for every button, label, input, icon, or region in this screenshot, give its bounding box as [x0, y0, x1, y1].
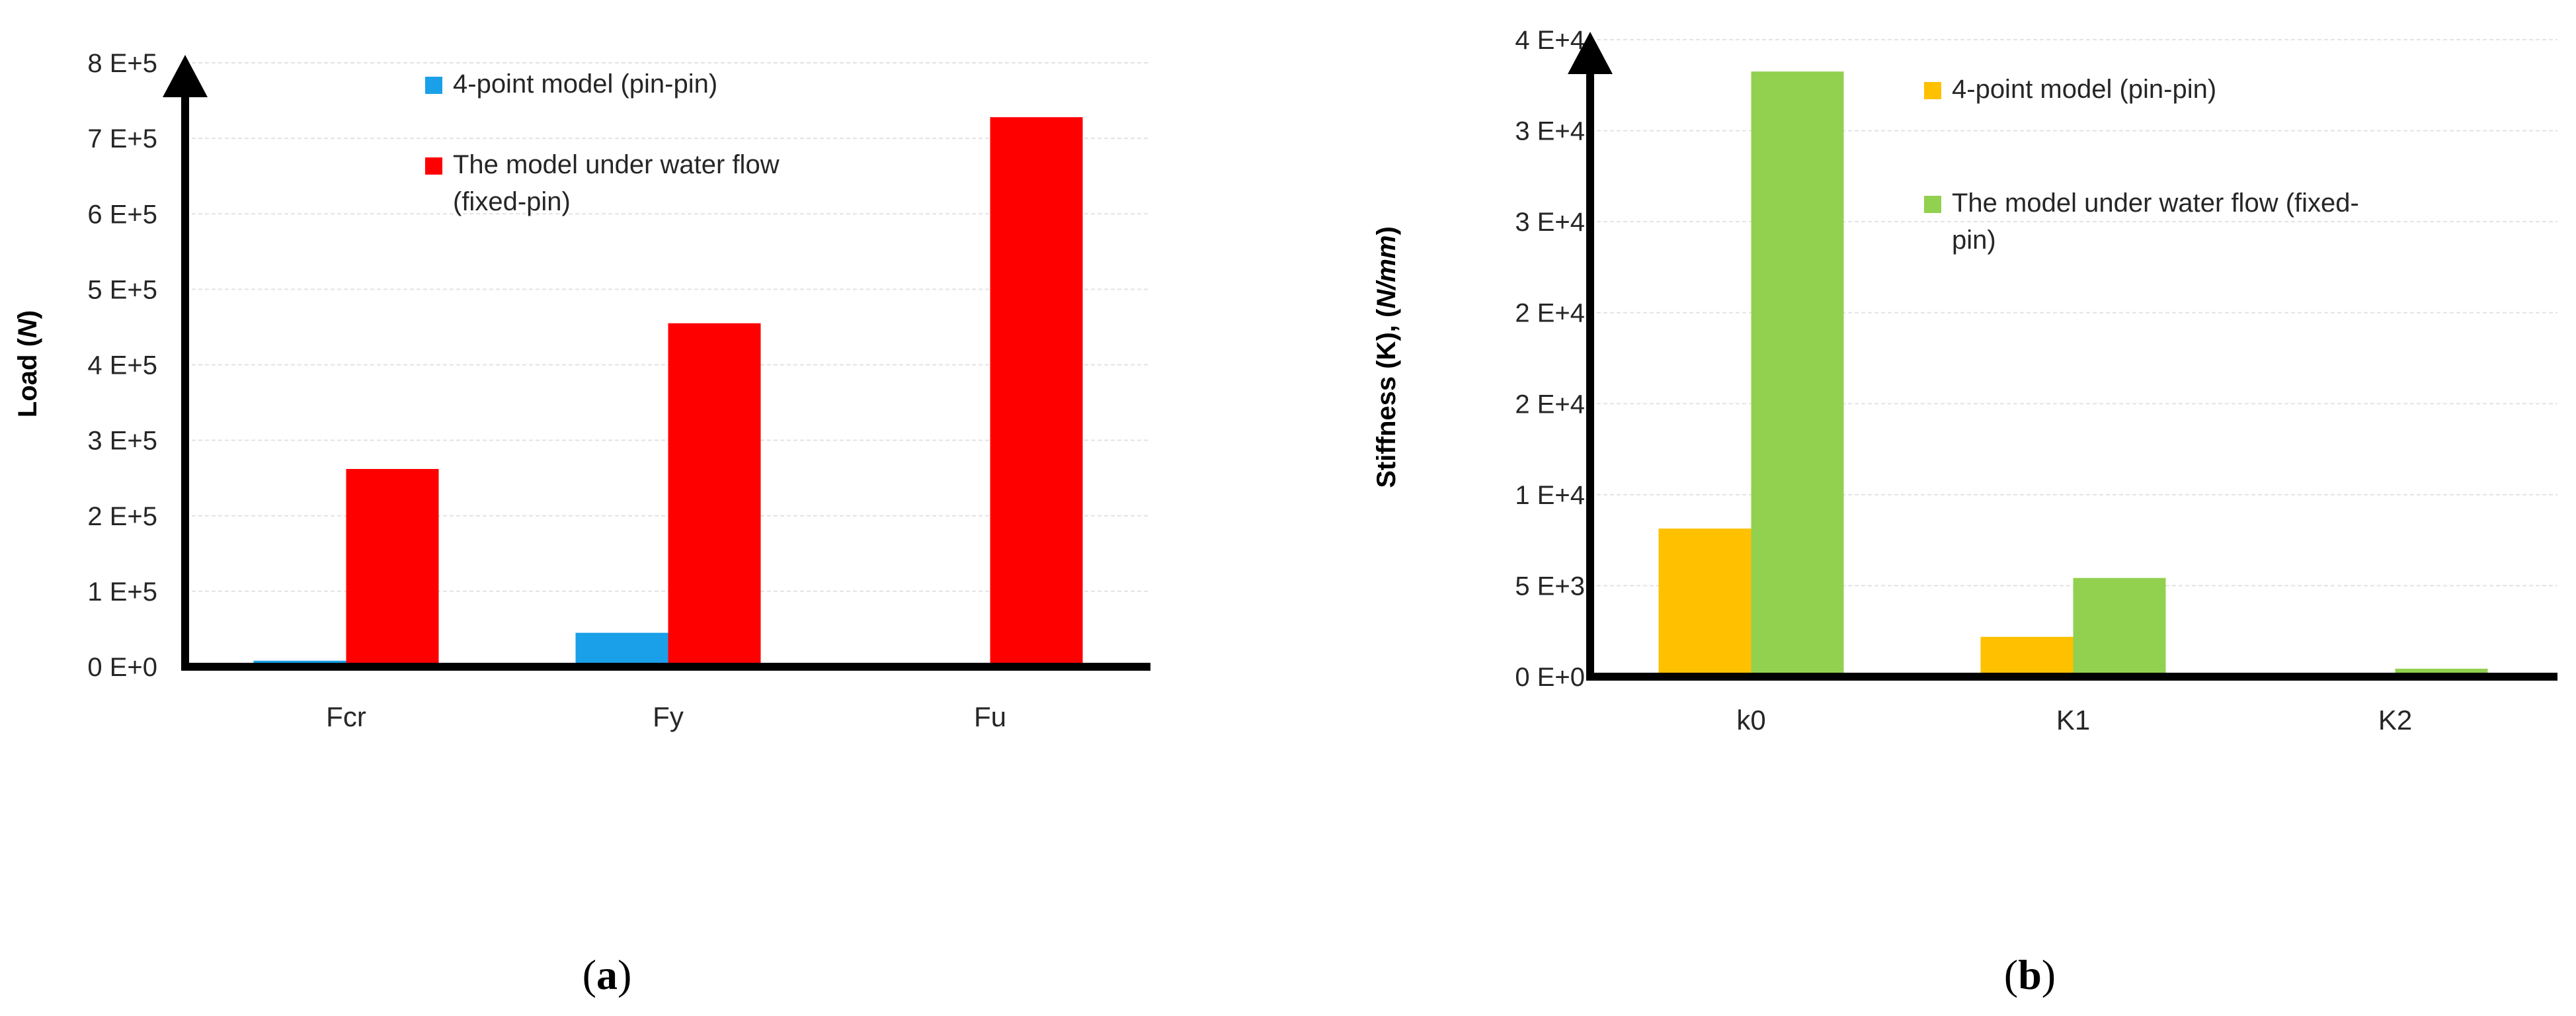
y-tick-label: 2 E+4 [1515, 299, 1585, 328]
legend-entry: 4-point model (pin-pin) [1952, 75, 2216, 104]
x-tick-label: Fu [974, 701, 1006, 732]
y-tick-label: 8 E+5 [87, 49, 157, 78]
y-tick-label: 4 E+5 [87, 351, 157, 380]
y-tick-label: 0 E+0 [87, 653, 157, 682]
y-tick-label: 2 E+4 [1515, 390, 1585, 419]
x-tick-label: k0 [1736, 704, 1765, 736]
bar-fcr-s2 [346, 468, 439, 667]
y-tick-label: 5 E+3 [1515, 572, 1585, 601]
bar-k1-s2 [2073, 577, 2166, 677]
legend-swatch [1924, 196, 1941, 213]
bar-fy-s2 [668, 323, 761, 667]
chart-a: 0 E+0 1 E+5 2 E+5 3 E+5 4 E+5 5 E+5 6 E+5 7 E+5… [13, 49, 1150, 998]
legend-swatch [425, 77, 442, 94]
panel-caption: (b) [2004, 951, 2056, 998]
y-axis-label: Load (N) [13, 310, 42, 417]
legend-entry: The model under water flow (fixed-pin) [1952, 189, 2359, 255]
y-tick-label: 6 E+5 [87, 200, 157, 229]
bar-fu-s2 [990, 117, 1083, 667]
bar-fy-s1 [575, 632, 668, 667]
y-axis-arrow [1568, 32, 1613, 74]
x-tick-label: Fcr [326, 701, 366, 732]
x-tick-label: K2 [2378, 704, 2412, 736]
legend-entry: The model under water flow (fixed-pin) [453, 150, 780, 216]
y-axis-arrow [163, 55, 208, 97]
y-axis-label: Stiffness (K), (N/mm) [1372, 226, 1401, 488]
y-tick-label: 3 E+4 [1515, 208, 1585, 237]
y-tick-label: 3 E+4 [1515, 117, 1585, 146]
bar-k0-s1 [1658, 529, 1751, 677]
chart-b: 0 E+0 5 E+3 1 E+4 2 E+4 2 E+4 3 E+4 3 E+4 4 E+4… [1372, 26, 2557, 998]
y-tick-label: 4 E+4 [1515, 26, 1585, 55]
x-tick-label: K1 [2056, 704, 2090, 736]
panel-caption: (a) [583, 951, 632, 998]
bar-k0-s2 [1751, 71, 1844, 677]
y-tick-label: 3 E+5 [87, 427, 157, 456]
legend-swatch [1924, 82, 1941, 99]
y-tick-label: 1 E+5 [87, 577, 157, 607]
bar-k1-s1 [1980, 636, 2073, 677]
y-tick-label: 2 E+5 [87, 502, 157, 531]
y-tick-label: 1 E+4 [1515, 481, 1585, 510]
legend-entry: 4-point model (pin-pin) [453, 69, 717, 99]
legend-swatch [425, 157, 442, 175]
y-tick-label: 0 E+0 [1515, 663, 1585, 692]
y-tick-label: 7 E+5 [87, 124, 157, 153]
y-tick-label: 5 E+5 [87, 275, 157, 304]
x-tick-label: Fy [653, 701, 684, 732]
